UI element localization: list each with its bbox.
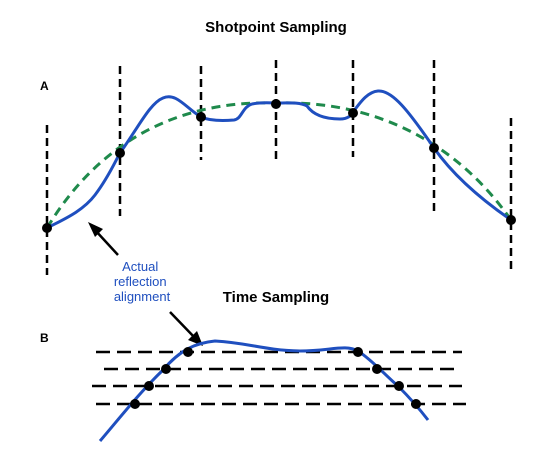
sample-point [394, 381, 404, 391]
fitted-curve [45, 101, 513, 229]
time-sampling-title: Time Sampling [223, 289, 329, 306]
sample-point [506, 215, 516, 225]
time-samples [130, 347, 421, 409]
arrow-icon [88, 222, 119, 256]
sample-point [429, 143, 439, 153]
sample-point [161, 364, 171, 374]
time-lines [92, 350, 466, 406]
annotation-line-2: reflection [114, 274, 167, 289]
reflection-annotation: Actual reflection alignment [114, 259, 171, 304]
sample-point [115, 148, 125, 158]
sample-point [271, 99, 281, 109]
annotation-line-1: Actual [122, 259, 158, 274]
sample-point [42, 223, 52, 233]
panel-b-label: B [40, 331, 49, 345]
sample-point [183, 347, 193, 357]
sample-point [196, 112, 206, 122]
sample-point [372, 364, 382, 374]
sample-point [130, 399, 140, 409]
arrow-icon [169, 311, 203, 346]
reflection-curve-a [46, 89, 512, 230]
sample-point [353, 347, 363, 357]
reflection-curve-b [98, 339, 430, 442]
shotpoint-lines [45, 60, 513, 275]
panel-a-label: A [40, 79, 49, 93]
sample-point [144, 381, 154, 391]
shotpoint-samples [42, 99, 516, 233]
sample-point [411, 399, 421, 409]
annotation-line-3: alignment [114, 289, 171, 304]
sample-point [348, 108, 358, 118]
shotpoint-title: Shotpoint Sampling [205, 19, 347, 36]
